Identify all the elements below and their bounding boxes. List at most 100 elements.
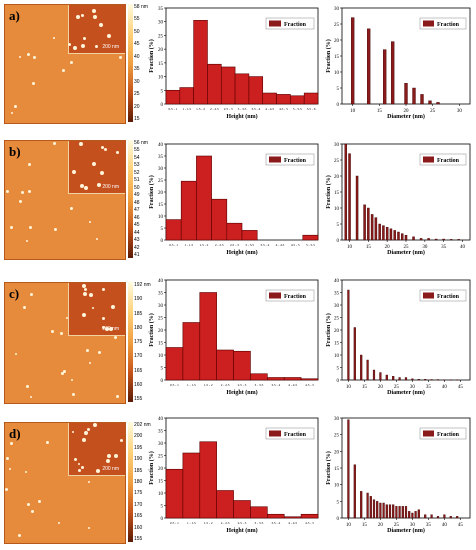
histogram-bar (363, 204, 366, 241)
afm-particle (21, 191, 24, 194)
histogram-bar (267, 513, 285, 519)
diameter-chart-d: 0 5 10 15 20 25 30 10 15 20 25 30 35 40 45 Diameter (nm… (325, 417, 471, 534)
y-tick-label: 20 (158, 329, 164, 334)
afm-particle (102, 288, 105, 291)
x-tick-label: 10 (350, 109, 356, 114)
y-tick-label: 15 (158, 203, 164, 208)
y-tick-label: 10 (334, 71, 340, 76)
x-tick-label: 3.5 - 4 (271, 521, 280, 525)
histogram-bar (366, 359, 369, 381)
histogram-bar (404, 82, 408, 105)
afm-inset-particle (92, 162, 96, 166)
histogram-bar (250, 373, 268, 381)
colorbar-tick: 190 (134, 456, 143, 463)
x-tick-label: 35 (426, 523, 432, 528)
x-tick-label: 25 (404, 245, 410, 250)
histogram-bar (390, 41, 395, 105)
legend-label: Fraction (284, 22, 307, 28)
histogram-bar (436, 516, 440, 519)
histogram-bar (404, 234, 408, 241)
histogram-bar (226, 222, 243, 241)
y-tick-label: 0 (337, 103, 340, 108)
histogram-bar (351, 17, 355, 105)
histogram-bar (376, 501, 379, 519)
histogram-bar (360, 354, 363, 381)
height-chart-c: 0 5 10 15 20 25 30 35 40 0.5 - 1 1 - 1.5 1.5 - 2 2 -… (148, 279, 319, 396)
histogram-bar (404, 506, 408, 519)
histogram-bar (353, 327, 356, 381)
afm-inset-particle (97, 183, 101, 187)
colorbar-tick: 25 (134, 91, 140, 98)
histogram-bar (385, 504, 388, 519)
afm-particle (71, 379, 73, 381)
histogram-bar (262, 92, 277, 105)
afm-inset-particle (84, 431, 88, 435)
histogram-bar (428, 100, 432, 105)
histogram-bar (182, 452, 201, 519)
x-tick-label: 10 (346, 523, 352, 528)
scale-bar-label: 200 nm (102, 44, 119, 50)
histogram-bar (248, 76, 264, 105)
legend-box (265, 153, 315, 166)
afm-particle (92, 307, 94, 309)
histogram-bar (449, 239, 453, 241)
afm-inset-particle (109, 327, 113, 331)
legend-label: Fraction (284, 294, 307, 300)
colorbar-tick: 20 (134, 103, 140, 110)
y-tick-label: 10 (334, 484, 340, 489)
afm-particle (9, 468, 11, 470)
histogram-bar (165, 89, 181, 105)
y-tick-label: 15 (334, 342, 340, 347)
histogram-bar (283, 377, 302, 381)
histogram-bar (347, 419, 350, 519)
afm-particle (116, 395, 119, 398)
histogram-bar (347, 289, 350, 381)
y-tick-label: 10 (158, 354, 164, 359)
afm-inset-particle (81, 44, 85, 48)
histogram-bar (419, 238, 423, 241)
histogram-bar (424, 514, 427, 519)
histogram-bar (389, 228, 393, 241)
histogram-bar (395, 506, 398, 519)
x-tick-label: 3 - 3.5 (245, 243, 254, 247)
height-chart-b: 0 5 10 15 20 25 30 35 40 0.5 - 1 1 - 1.5 1.5 - 2 2 -… (148, 143, 319, 256)
x-tick-label: 25 (430, 109, 436, 114)
panel-row-d: 200 nm d) 0 5 10 15 20 25 30 35 40 0.5 - 1 1 - 1.5… (0, 412, 476, 550)
y-tick-label: 0 (337, 239, 340, 244)
x-tick-label: 40 (442, 523, 448, 528)
x-tick-label: 3 - 3.5 (255, 383, 264, 387)
y-tick-label: 20 (158, 48, 164, 53)
histogram-bar (412, 87, 416, 105)
afm-particle (96, 238, 98, 240)
y-axis-label: Fraction (%) (325, 39, 332, 73)
y-tick-label: 15 (334, 55, 340, 60)
histogram-bar (385, 226, 389, 241)
x-axis-label: Diameter (nm) (387, 249, 425, 256)
afm-particle (33, 56, 36, 59)
afm-particle (23, 306, 26, 309)
histogram-bar (392, 504, 395, 519)
histogram-bar (360, 491, 363, 519)
afm-particle (18, 534, 21, 537)
x-tick-label: 2 - 2.5 (221, 521, 230, 525)
colorbar-tick: 53 (134, 162, 140, 169)
histogram-bar (443, 514, 446, 519)
histogram-bar (430, 514, 433, 519)
y-tick-label: 25 (158, 317, 164, 322)
y-tick-label: 30 (334, 417, 340, 422)
y-tick-label: 0 (161, 517, 164, 522)
afm-particle (78, 469, 81, 472)
histogram-bar (408, 511, 411, 519)
colorbar-tick: 155 (134, 536, 143, 542)
x-tick-label: 1.5 - 2 (204, 383, 213, 387)
legend-label: Fraction (437, 22, 460, 28)
colorbar-c (128, 282, 133, 402)
afm-particle (54, 228, 57, 231)
colorbar-tick: 45 (134, 41, 140, 48)
afm-particle (25, 471, 27, 473)
x-tick-label: 45 (458, 385, 464, 390)
panel-label-b: b) (9, 144, 21, 159)
histogram-bar (382, 225, 385, 241)
x-tick-label: 4 - 4.5 (288, 383, 297, 387)
